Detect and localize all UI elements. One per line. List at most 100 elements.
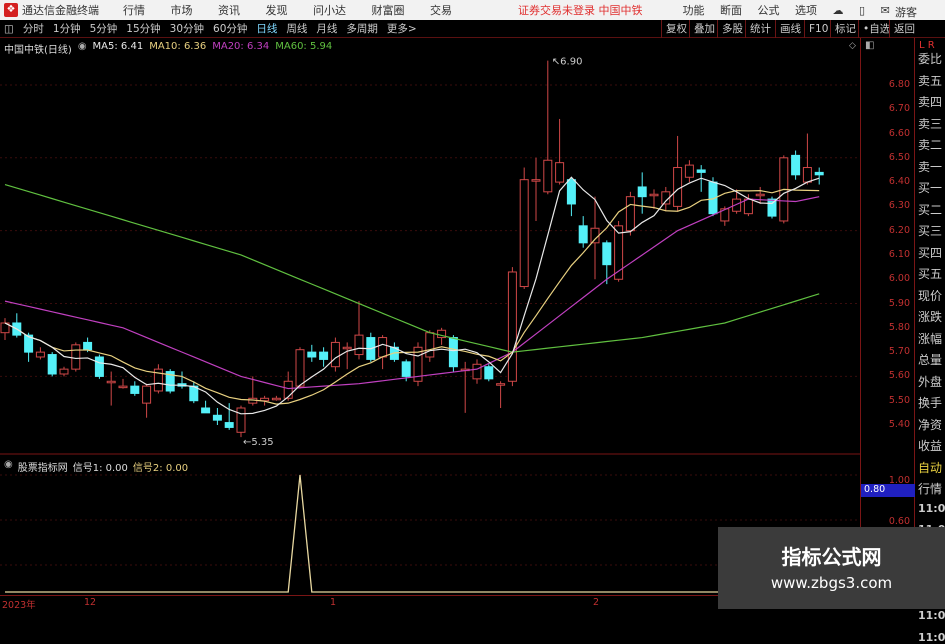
layout-toggle-icon[interactable]: ◫ xyxy=(4,22,14,35)
quote-field-label: 现价 xyxy=(918,288,943,303)
quote-field-label: 买一 xyxy=(918,181,943,195)
period-tab[interactable]: 多周期 xyxy=(346,23,378,35)
candle-up xyxy=(59,368,69,375)
quote-field-label: 11:02 xyxy=(918,609,945,622)
candle-up xyxy=(802,167,812,183)
menu-wealth[interactable]: 财富圈 xyxy=(371,4,405,17)
menu-news[interactable]: 资讯 xyxy=(218,4,240,17)
quote-panel: L R 委比 卖五 卖四 卖三 卖二 卖一 买一 买二 买三 买四 买五 现价 涨跌 涨幅 总量 外盘 换手 净资… xyxy=(916,38,945,644)
period-toolbar: ◫ 分时 1分钟 5分钟 15分钟 30分钟 60分钟 日线 周线 月线 多周期… xyxy=(0,20,945,38)
quote-field-label: 11:02 xyxy=(918,630,945,644)
menu-section[interactable]: 断面 xyxy=(720,4,742,17)
main-menu: 行情 市场 资讯 发现 问小达 财富圈 交易 xyxy=(123,2,474,18)
candle-up xyxy=(71,344,81,370)
price-axis-label: 5.50 xyxy=(888,394,910,406)
candle-up xyxy=(614,225,624,280)
period-tab[interactable]: 周线 xyxy=(286,23,308,35)
panel-toggle-icon[interactable]: ◧ xyxy=(865,40,875,51)
stock-title: 中国中铁(日线) xyxy=(4,45,72,56)
period-tab-daily[interactable]: 日线 xyxy=(256,23,278,35)
candle-up xyxy=(283,380,293,399)
price-axis-label: 5.60 xyxy=(888,370,910,382)
ma60-line xyxy=(4,183,820,353)
quote-field-label: 买五 xyxy=(918,267,943,281)
multi-stock-button[interactable]: 多股 xyxy=(717,20,747,38)
candle-down xyxy=(201,407,211,414)
sub-axis-label: 1.00 xyxy=(888,475,910,486)
login-notice[interactable]: 证券交易未登录 中国中铁 xyxy=(518,4,643,17)
title-bar: ❖ 通达信金融终端 行情 市场 资讯 发现 问小达 财富圈 交易 证券交易未登录… xyxy=(0,0,945,20)
watermark: 指标公式网 www.zbgs3.com xyxy=(718,527,945,609)
period-tab[interactable]: 30分钟 xyxy=(169,23,205,35)
candle-up xyxy=(755,193,765,197)
period-more[interactable]: 更多> xyxy=(386,23,417,35)
cloud-icon[interactable]: ☁ xyxy=(832,4,844,17)
restore-rights-button[interactable]: 复权 xyxy=(661,20,691,38)
menu-quotes[interactable]: 行情 xyxy=(123,4,145,17)
candle-down xyxy=(696,169,706,173)
low-price-label: ←5.35 xyxy=(243,437,274,448)
period-tab[interactable]: 60分钟 xyxy=(213,23,248,35)
menu-discover[interactable]: 发现 xyxy=(265,4,288,17)
settings-icon[interactable]: ◉ xyxy=(4,459,13,470)
add-watchlist-button[interactable]: •自选 xyxy=(858,20,894,38)
quote-field-label: 卖五 xyxy=(918,73,943,88)
watermark-title: 指标公式网 xyxy=(781,545,882,569)
candle-down xyxy=(319,351,329,360)
app-name: 通达信金融终端 xyxy=(22,4,99,17)
signal2-value: 信号2: 0.00 xyxy=(132,463,189,474)
menu-market[interactable]: 市场 xyxy=(170,4,193,17)
ma10-line xyxy=(4,188,820,405)
menu-formula[interactable]: 公式 xyxy=(757,4,780,17)
price-axis-label: 5.40 xyxy=(888,419,910,430)
candle-down xyxy=(602,242,612,266)
candle-up xyxy=(106,380,116,384)
price-axis-label: 5.70 xyxy=(888,346,910,358)
quote-field-label: 净资 xyxy=(918,417,943,432)
menu-ask[interactable]: 问小达 xyxy=(313,4,346,17)
quote-field-label: 11:01 xyxy=(918,501,945,515)
candle-up xyxy=(649,193,659,197)
menu-options[interactable]: 选项 xyxy=(795,4,817,17)
settings-icon[interactable]: ◉ xyxy=(77,41,87,52)
overlay-button[interactable]: 叠加 xyxy=(689,20,719,38)
high-price-label: ↖6.90 xyxy=(552,57,583,68)
candle-down xyxy=(165,371,175,392)
quote-field-label: 自动 xyxy=(918,460,943,475)
signal-indicator-chart[interactable] xyxy=(0,455,860,595)
guest-user[interactable]: 游客 xyxy=(895,6,917,19)
f10-button[interactable]: F10 xyxy=(804,20,832,38)
menu-function[interactable]: 功能 xyxy=(682,4,705,17)
period-tab[interactable]: 1分钟 xyxy=(52,23,81,35)
candle-down xyxy=(566,179,576,205)
statistics-button[interactable]: 统计 xyxy=(745,20,775,38)
mark-button[interactable]: 标记 xyxy=(830,20,860,38)
quote-field-label: 行情 xyxy=(918,482,943,496)
right-menu: 功能 断面 公式 选项 ☁ ▯ ✉ xyxy=(683,2,902,18)
price-axis-label: 6.60 xyxy=(888,127,910,139)
date-label: 2023年 xyxy=(2,600,36,611)
period-tab[interactable]: 月线 xyxy=(316,23,338,35)
diamond-icon[interactable]: ◇ xyxy=(849,41,856,51)
candle-up xyxy=(531,179,541,182)
message-icon[interactable]: ✉ xyxy=(880,4,890,17)
candle-up xyxy=(236,407,246,433)
back-button[interactable]: 返回 xyxy=(889,20,919,38)
period-tab[interactable]: 15分钟 xyxy=(126,23,161,35)
menu-trade[interactable]: 交易 xyxy=(430,4,452,17)
date-label: 2 xyxy=(593,597,600,608)
period-tab[interactable]: 5分钟 xyxy=(89,23,118,35)
candle-up xyxy=(425,332,435,358)
candle-up xyxy=(496,383,506,386)
price-axis: 1.00 0.80 0.60 6.80 6.70 6.60 6.50 6.40 6.30 6… xyxy=(860,38,915,595)
candle-up xyxy=(295,349,305,387)
candle-down xyxy=(637,186,647,198)
period-tab[interactable]: 分时 xyxy=(22,23,44,35)
signal1-value: 信号1: 0.00 xyxy=(72,463,128,474)
candle-up xyxy=(720,208,730,222)
price-axis-label: 6.70 xyxy=(888,103,910,115)
candle-up xyxy=(378,337,388,358)
candlestick-chart[interactable]: ↖6.90 ←5.35 xyxy=(0,52,860,455)
phone-icon[interactable]: ▯ xyxy=(859,4,866,17)
draw-line-button[interactable]: 画线 xyxy=(775,20,805,38)
